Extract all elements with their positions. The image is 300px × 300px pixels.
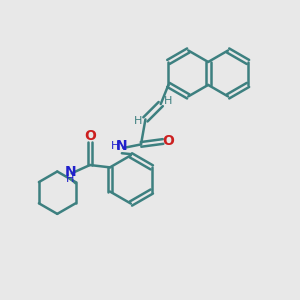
- Text: H: H: [111, 142, 119, 152]
- Text: N: N: [116, 140, 128, 154]
- Text: O: O: [163, 134, 175, 148]
- Text: N: N: [64, 165, 76, 179]
- Text: H: H: [134, 116, 142, 126]
- Text: H: H: [164, 95, 172, 106]
- Text: H: H: [66, 174, 74, 184]
- Text: O: O: [84, 129, 96, 143]
